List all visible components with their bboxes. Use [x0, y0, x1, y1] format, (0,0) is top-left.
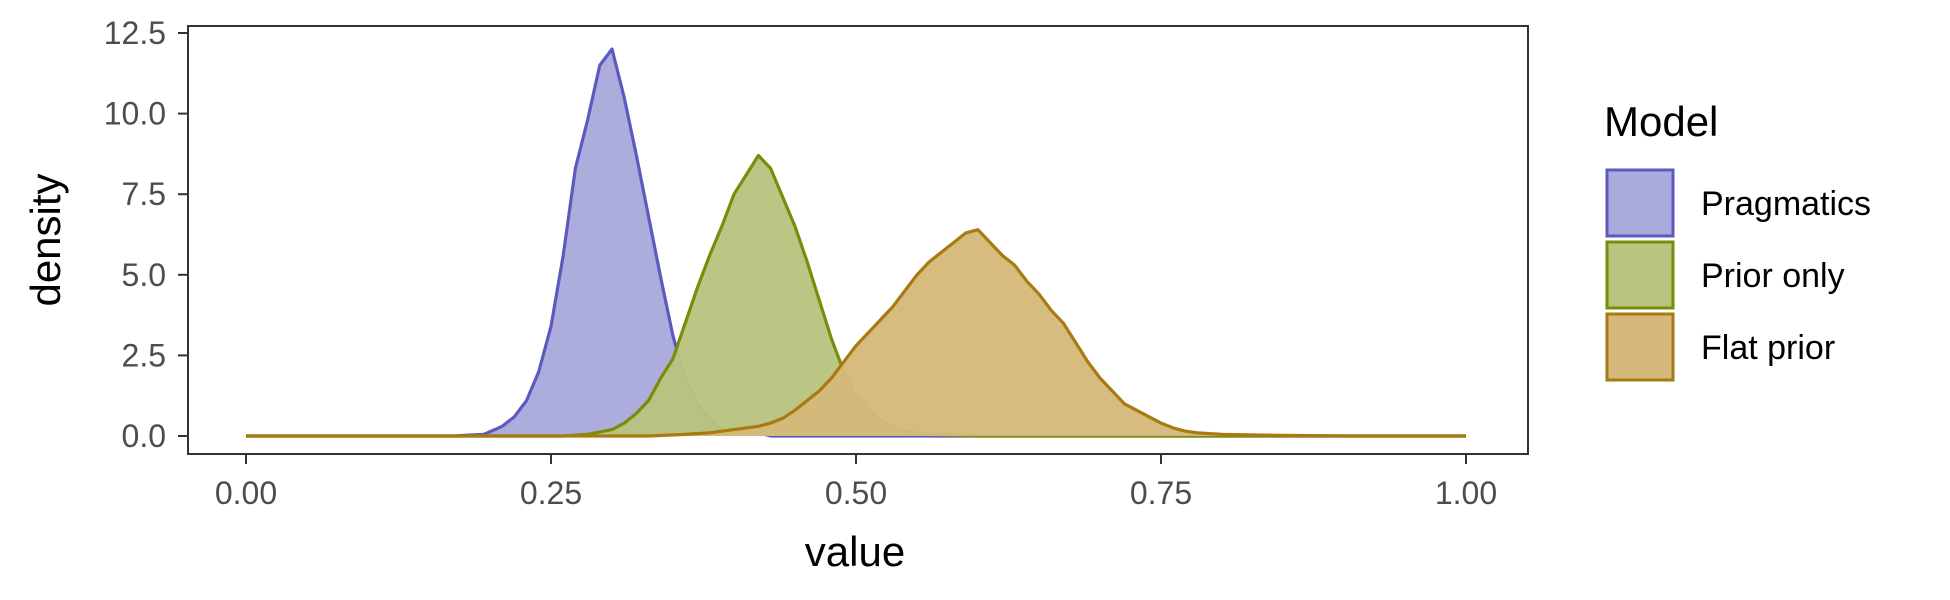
- legend-swatch-flat-prior: [1605, 312, 1675, 382]
- y-tick-label: 12.5: [104, 15, 166, 51]
- y-axis: 0.0 2.5 5.0 7.5 10.0 12.5: [104, 15, 188, 454]
- density-area-pragmatics: [246, 49, 1466, 436]
- y-tick-label: 5.0: [122, 257, 166, 293]
- plot-panel-border: [187, 25, 1529, 455]
- legend-title: Model: [1604, 98, 1718, 145]
- x-tick-label: 0.75: [1130, 475, 1192, 511]
- density-line-flat-prior: [246, 228, 1466, 438]
- y-axis-title: density: [22, 173, 69, 306]
- density-areas: [246, 47, 1466, 438]
- legend-swatch-pragmatics: [1605, 168, 1675, 238]
- x-tick-label: 0.00: [215, 475, 277, 511]
- y-tick-label: 10.0: [104, 96, 166, 132]
- y-tick-label: 7.5: [122, 176, 166, 212]
- density-area-flat-prior: [246, 229, 1466, 436]
- x-axis: 0.00 0.25 0.50 0.75 1.00: [215, 454, 1497, 511]
- legend-label-prior-only: Prior only: [1701, 257, 1845, 295]
- legend: Model Pragmatics Prior only Flat prior: [1604, 98, 1871, 382]
- y-tick-label: 0.0: [122, 418, 166, 454]
- x-tick-label: 0.25: [520, 475, 582, 511]
- x-axis-title: value: [805, 528, 905, 575]
- y-tick-label: 2.5: [122, 337, 166, 373]
- x-tick-label: 0.50: [825, 475, 887, 511]
- legend-swatch-prior-only: [1605, 240, 1675, 310]
- x-tick-label: 1.00: [1435, 475, 1497, 511]
- legend-label-pragmatics: Pragmatics: [1701, 185, 1871, 223]
- legend-label-flat-prior: Flat prior: [1701, 329, 1835, 367]
